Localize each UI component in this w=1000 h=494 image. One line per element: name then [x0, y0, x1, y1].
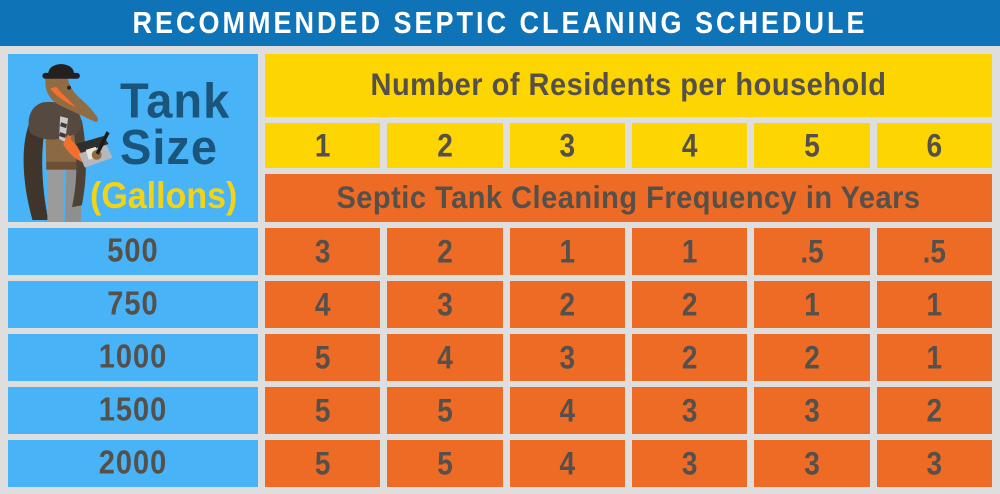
frequency-cell: 3: [265, 228, 381, 275]
resident-count-3: 3: [559, 127, 576, 163]
frequency-cell: 2: [632, 281, 748, 328]
frequency-cell: 2: [876, 387, 992, 434]
resident-count-cell: 1: [265, 123, 381, 168]
frequency-header-label: Septic Tank Cleaning Frequency in Years: [336, 179, 921, 216]
resident-count-4: 4: [681, 127, 698, 163]
frequency-cell: 3: [632, 440, 748, 487]
tank-size-panel: Tank Size (Gallons): [8, 54, 258, 222]
frequency-cell: 3: [876, 440, 992, 487]
frequency-cell: 5: [265, 334, 381, 381]
residents-header-label: Number of Residents per household: [370, 67, 887, 103]
tank-size-unit-label: (Gallons): [90, 175, 238, 217]
frequency-cell: 1: [509, 228, 625, 275]
frequency-cell: 4: [509, 387, 625, 434]
frequency-header: Septic Tank Cleaning Frequency in Years: [265, 174, 992, 222]
resident-count-6: 6: [926, 127, 943, 163]
frequency-cell: 1: [876, 334, 992, 381]
frequency-cell: 2: [509, 281, 625, 328]
residents-header: Number of Residents per household: [265, 54, 992, 117]
frequency-cell: 2: [754, 334, 870, 381]
frequency-cell: 4: [509, 440, 625, 487]
title-banner: RECOMMENDED SEPTIC CLEANING SCHEDULE: [0, 0, 1000, 46]
anteater-inspector-illustration: [23, 64, 113, 222]
frequency-cell: 3: [754, 387, 870, 434]
resident-count-1: 1: [314, 127, 331, 163]
resident-count-2: 2: [437, 127, 453, 163]
tank-size-title-line2: Size: [120, 118, 219, 175]
tank-size-title: Tank Size: [120, 72, 231, 175]
page-title: RECOMMENDED SEPTIC CLEANING SCHEDULE: [132, 5, 868, 40]
tank-size-cell: 750: [8, 281, 258, 328]
frequency-cell: 1: [632, 228, 748, 275]
frequency-cell: 3: [754, 440, 870, 487]
schedule-table: Tank Size (Gallons) Number of Residents …: [0, 46, 1000, 494]
resident-count-cell: 3: [509, 123, 625, 168]
frequency-cell: .5: [876, 228, 992, 275]
resident-count-5: 5: [804, 127, 820, 163]
frequency-cell: 5: [265, 440, 381, 487]
frequency-cell: 3: [387, 281, 503, 328]
frequency-cell: 1: [754, 281, 870, 328]
frequency-cell: 2: [632, 334, 748, 381]
frequency-cell: 3: [509, 334, 625, 381]
tank-size-cell: 1500: [8, 387, 258, 434]
tank-size-cell: 500: [8, 228, 258, 275]
frequency-cell: 2: [387, 228, 503, 275]
frequency-cell: 5: [387, 440, 503, 487]
frequency-cell: 5: [387, 387, 503, 434]
frequency-cell: .5: [754, 228, 870, 275]
frequency-cell: 1: [876, 281, 992, 328]
tank-size-title-line1: Tank: [120, 72, 231, 129]
frequency-cell: 3: [632, 387, 748, 434]
resident-count-cell: 5: [754, 123, 870, 168]
tank-size-cell: 1000: [8, 334, 258, 381]
resident-count-cell: 6: [876, 123, 992, 168]
frequency-cell: 5: [265, 387, 381, 434]
resident-count-cell: 2: [387, 123, 503, 168]
frequency-cell: 4: [387, 334, 503, 381]
frequency-cell: 4: [265, 281, 381, 328]
resident-count-cell: 4: [632, 123, 748, 168]
tank-size-cell: 2000: [8, 440, 258, 487]
